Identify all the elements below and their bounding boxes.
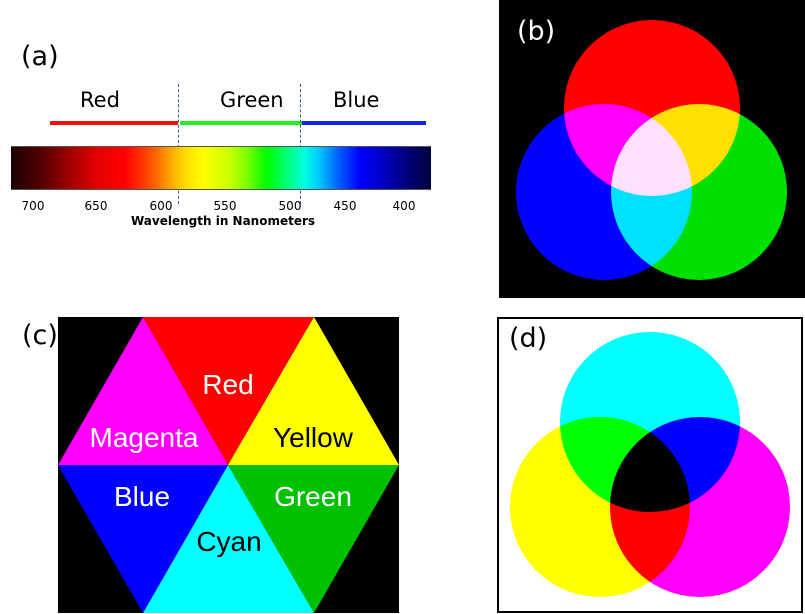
hex-label-yellow: Yellow [273, 422, 354, 453]
hex-segment-red [143, 317, 314, 465]
hex-label-green: Green [274, 481, 352, 512]
hex-label-cyan: Cyan [196, 526, 261, 557]
hex-label-magenta: Magenta [90, 422, 199, 453]
tick-700: 700 [21, 199, 45, 213]
band-label-blue: Blue [333, 88, 380, 112]
band-label-red: Red [80, 88, 120, 112]
axis-title: Wavelength in Nanometers [131, 214, 316, 228]
panel-c-color-hexagon: Red Yellow Green Cyan Blue Magenta [58, 317, 399, 613]
circle-magenta [610, 417, 790, 597]
hex-segment-yellow [228, 317, 399, 465]
tick-450: 450 [333, 199, 357, 213]
band-divider-red-green [178, 84, 179, 204]
band-line-red [50, 121, 178, 125]
hex-label-blue: Blue [114, 481, 170, 512]
panel-c-label: (c) [22, 320, 58, 351]
panel-b-label: (b) [517, 16, 555, 47]
visible-spectrum-bar [11, 146, 431, 190]
tick-650: 650 [84, 199, 108, 213]
hex-segment-magenta [58, 317, 228, 465]
panel-b-additive-diagram: (b) [499, 0, 805, 298]
panel-a-label: (a) [21, 41, 59, 72]
tick-550: 550 [213, 199, 237, 213]
panel-d-label: (d) [509, 323, 547, 354]
hex-segment-green [228, 465, 399, 613]
hex-segment-blue [58, 465, 228, 613]
band-label-green: Green [220, 88, 284, 112]
tick-500: 500 [278, 199, 302, 213]
band-line-green [180, 121, 302, 125]
panel-d-subtractive-diagram: (d) [497, 317, 803, 613]
tick-400: 400 [392, 199, 416, 213]
circle-green [611, 104, 787, 280]
tick-600: 600 [149, 199, 173, 213]
band-divider-green-blue [300, 84, 301, 204]
hex-segment-cyan [143, 465, 314, 613]
hex-label-red: Red [202, 369, 253, 400]
band-line-blue [302, 121, 426, 125]
